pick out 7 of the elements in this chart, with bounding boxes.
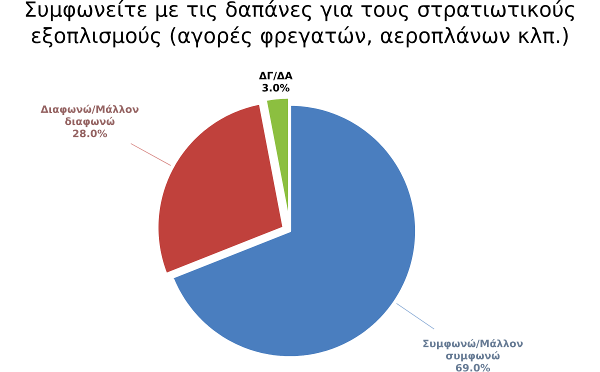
data-label: 3.0%: [262, 84, 290, 92]
chart-title: Συμφωνείτε με τις δαπάνες για τους στρατιωτικούς εξοπλισμούς (αγορές φρεγατών, αεροπλάνων κλπ.): [26, 0, 574, 48]
slice-label: Συμφωνώ/Μάλλον συμφωνώ: [423, 339, 523, 362]
data-label: 69.0%: [456, 364, 490, 372]
slice-label: Διαφωνώ/Μάλλον διαφωνώ: [40, 104, 139, 128]
data-label: 28.0%: [73, 130, 108, 138]
slice-label: ΔΓ/ΔΑ: [259, 72, 293, 80]
